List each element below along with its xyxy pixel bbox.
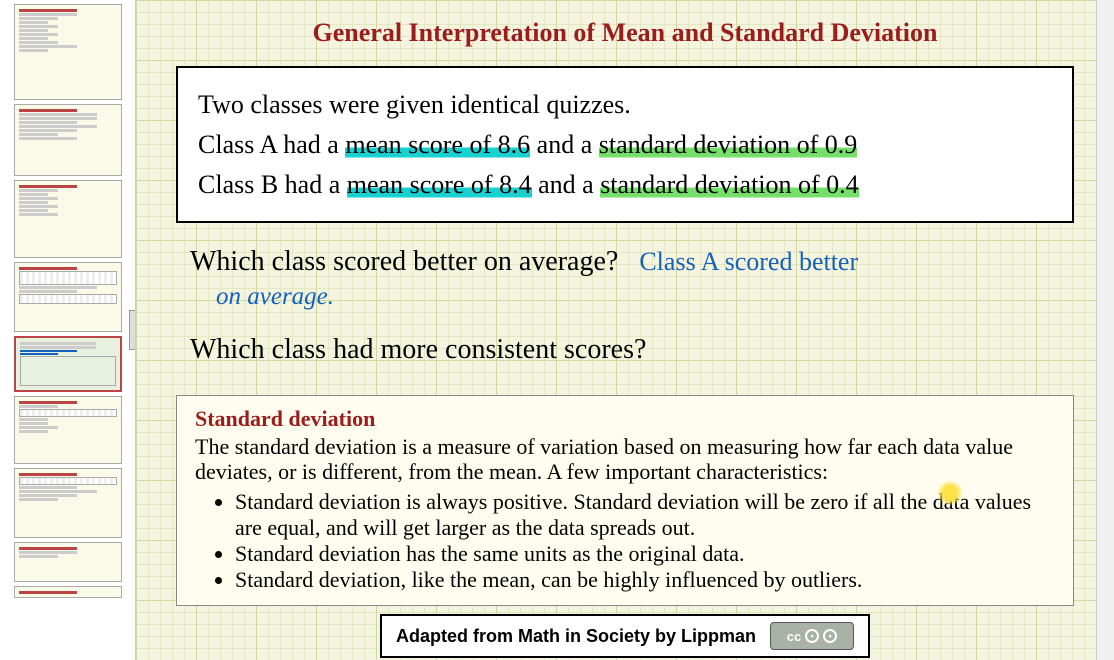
attribution-text: Adapted from Math in Society by Lippman xyxy=(396,626,756,647)
slide-thumbnail-panel[interactable] xyxy=(0,0,136,660)
thumbnail-1[interactable] xyxy=(14,4,122,100)
thumbnail-9[interactable] xyxy=(14,586,122,598)
slide-title: General Interpretation of Mean and Stand… xyxy=(176,18,1074,48)
definition-box: Standard deviation The standard deviatio… xyxy=(176,395,1074,607)
definition-body: The standard deviation is a measure of v… xyxy=(195,434,1055,486)
thumbnail-2[interactable] xyxy=(14,104,122,176)
panel-resize-handle[interactable] xyxy=(129,310,136,350)
problem-intro: Two classes were given identical quizzes… xyxy=(198,88,1052,122)
answer-1-line1: Class A scored better xyxy=(639,247,858,276)
class-b-sd: standard deviation of 0.4 xyxy=(600,170,859,199)
slide-canvas: General Interpretation of Mean and Stand… xyxy=(136,0,1114,660)
class-a-sd: standard deviation of 0.9 xyxy=(599,130,858,159)
class-a-line: Class A had a mean score of 8.6 and a st… xyxy=(198,128,1052,162)
attribution-footer: Adapted from Math in Society by Lippman … xyxy=(176,614,1074,658)
thumbnail-4[interactable] xyxy=(14,262,122,332)
thumbnail-5-active[interactable] xyxy=(14,336,122,392)
class-a-mean: mean score of 8.6 xyxy=(345,130,530,159)
cc-license-icon: cc•• xyxy=(770,622,854,650)
definition-bullets: Standard deviation is always positive. S… xyxy=(195,489,1055,593)
answer-1-line2: on average. xyxy=(216,283,1074,311)
thumbnail-6[interactable] xyxy=(14,396,122,464)
class-b-line: Class B had a mean score of 8.4 and a st… xyxy=(198,168,1052,202)
bullet-2: Standard deviation has the same units as… xyxy=(235,541,1055,567)
thumbnail-3[interactable] xyxy=(14,180,122,258)
bullet-1: Standard deviation is always positive. S… xyxy=(235,489,1055,541)
thumbnail-8[interactable] xyxy=(14,542,122,582)
definition-heading: Standard deviation xyxy=(195,406,1055,432)
question-2: Which class had more consistent scores? xyxy=(190,333,1074,367)
problem-statement-box: Two classes were given identical quizzes… xyxy=(176,66,1074,223)
thumbnail-7[interactable] xyxy=(14,468,122,538)
bullet-3: Standard deviation, like the mean, can b… xyxy=(235,567,1055,593)
class-b-mean: mean score of 8.4 xyxy=(347,170,532,199)
question-1: Which class scored better on average? Cl… xyxy=(190,245,1074,279)
main-scrollbar[interactable] xyxy=(1096,0,1114,660)
